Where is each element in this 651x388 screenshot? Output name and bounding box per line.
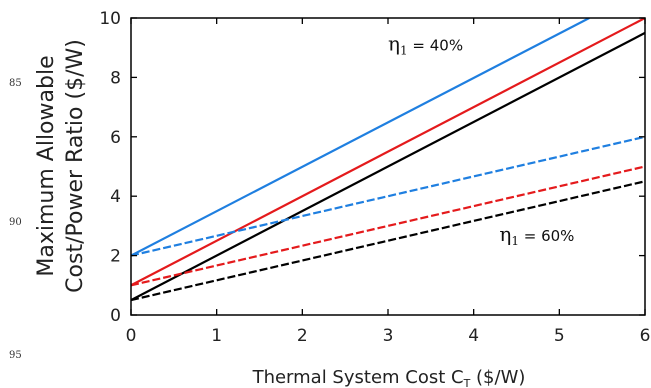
y-tick-label: 2	[110, 247, 121, 267]
series-layer	[131, 18, 645, 302]
line-number-90: 90	[9, 217, 22, 228]
y-tick-label: 10	[99, 9, 121, 29]
series-line-3-solid	[131, 31, 645, 302]
x-tick-label: 2	[297, 326, 308, 346]
eta-subscript: 1	[400, 44, 408, 58]
annotation-layer: η1 = 40%η1 = 60%	[388, 32, 574, 248]
efficiency-annotation-2: η1 = 60%	[499, 222, 574, 248]
x-tick-label: 3	[383, 326, 394, 346]
y-tick-label: 6	[110, 128, 121, 148]
x-tick-label: 5	[554, 326, 565, 346]
line-number-85: 85	[9, 78, 22, 89]
x-axis-title-subscript: T	[463, 377, 471, 388]
line-number-95: 95	[9, 350, 22, 361]
series-line-1-solid	[131, 18, 590, 257]
y-axis-title-line2: Cost/Power Ratio ($/W)	[63, 39, 88, 293]
x-tick-label: 1	[211, 326, 222, 346]
tick-layer: 0 1 2 3 4 5 6 0 2 4 6 8 10	[99, 9, 650, 346]
efficiency-annotation-1: η1 = 40%	[388, 32, 463, 58]
y-axis-title-line1: Maximum Allowable	[34, 55, 59, 276]
x-axis-title: Thermal System Cost CT ($/W)	[252, 367, 526, 388]
eta-subscript: 1	[511, 234, 519, 248]
annotation-value: = 60%	[519, 227, 574, 245]
y-tick-label: 4	[110, 187, 121, 207]
x-axis-title-unit: ($/W)	[470, 367, 525, 388]
eta-symbol: η	[499, 222, 511, 246]
x-tick-label: 4	[468, 326, 479, 346]
eta-symbol: η	[388, 32, 400, 56]
series-line-2-solid	[131, 18, 645, 287]
x-tick-label: 0	[126, 326, 137, 346]
x-tick-label: 6	[640, 326, 651, 346]
y-tick-label: 0	[110, 306, 121, 326]
annotation-value: = 40%	[408, 37, 463, 55]
y-tick-label: 8	[110, 68, 121, 88]
x-axis-title-main: Thermal System Cost C	[252, 367, 464, 388]
